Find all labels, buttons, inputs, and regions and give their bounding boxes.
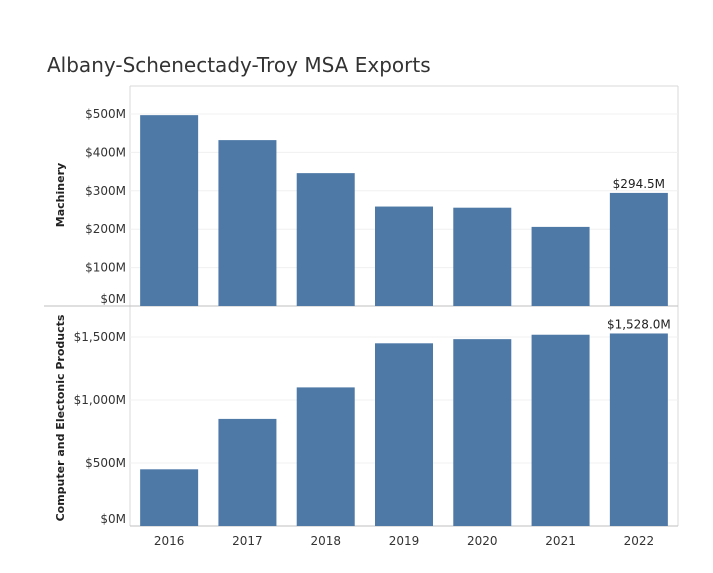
data-label: $294.5M — [613, 177, 665, 191]
y-tick-label: $200M — [85, 222, 126, 236]
bar[interactable] — [609, 192, 668, 306]
data-labels: $294.5M $1,528.0M — [607, 177, 671, 332]
x-tick-label: 2022 — [624, 534, 655, 548]
x-tick-labels: 2016 2017 2018 2019 2020 2021 2022 — [154, 534, 654, 548]
y-tick-label: $500M — [85, 107, 126, 121]
y-tick-label: $100M — [85, 261, 126, 275]
chart-title: Albany-Schenectady-Troy MSA Exports — [47, 53, 431, 77]
y-tick-label: $400M — [85, 145, 126, 159]
x-tick-label: 2021 — [545, 534, 576, 548]
y-tick-label: $1,000M — [74, 393, 126, 407]
y-axis-label: Computer and Electonic Products — [54, 314, 67, 521]
y-tick-label: $300M — [85, 184, 126, 198]
y-axis-labels: Machinery Computer and Electonic Products — [54, 163, 67, 522]
x-tick-label: 2020 — [467, 534, 498, 548]
y-tick-label: $500M — [85, 456, 126, 470]
bar[interactable] — [375, 343, 433, 526]
bar[interactable] — [609, 333, 668, 526]
bar[interactable] — [531, 226, 590, 306]
bar[interactable] — [140, 469, 199, 526]
bar[interactable] — [375, 206, 433, 306]
y-tick-label: $0M — [100, 512, 126, 526]
bar[interactable] — [296, 173, 355, 306]
bar[interactable] — [453, 207, 512, 306]
bar[interactable] — [531, 334, 590, 526]
bars — [140, 115, 668, 526]
x-tick-label: 2019 — [389, 534, 420, 548]
bar[interactable] — [140, 115, 199, 306]
x-tick-label: 2018 — [310, 534, 341, 548]
y-tick-labels: $0M $100M $200M $300M $400M $500M $0M $500M $1,0… — [74, 107, 126, 526]
bar[interactable] — [218, 418, 277, 526]
data-label: $1,528.0M — [607, 317, 671, 331]
bar[interactable] — [218, 140, 277, 306]
x-tick-label: 2017 — [232, 534, 263, 548]
y-axis-label: Machinery — [54, 163, 67, 227]
y-tick-label: $0M — [100, 292, 126, 306]
y-tick-label: $1,500M — [74, 330, 126, 344]
x-tick-label: 2016 — [154, 534, 185, 548]
bar[interactable] — [453, 339, 512, 526]
bar[interactable] — [296, 387, 355, 526]
